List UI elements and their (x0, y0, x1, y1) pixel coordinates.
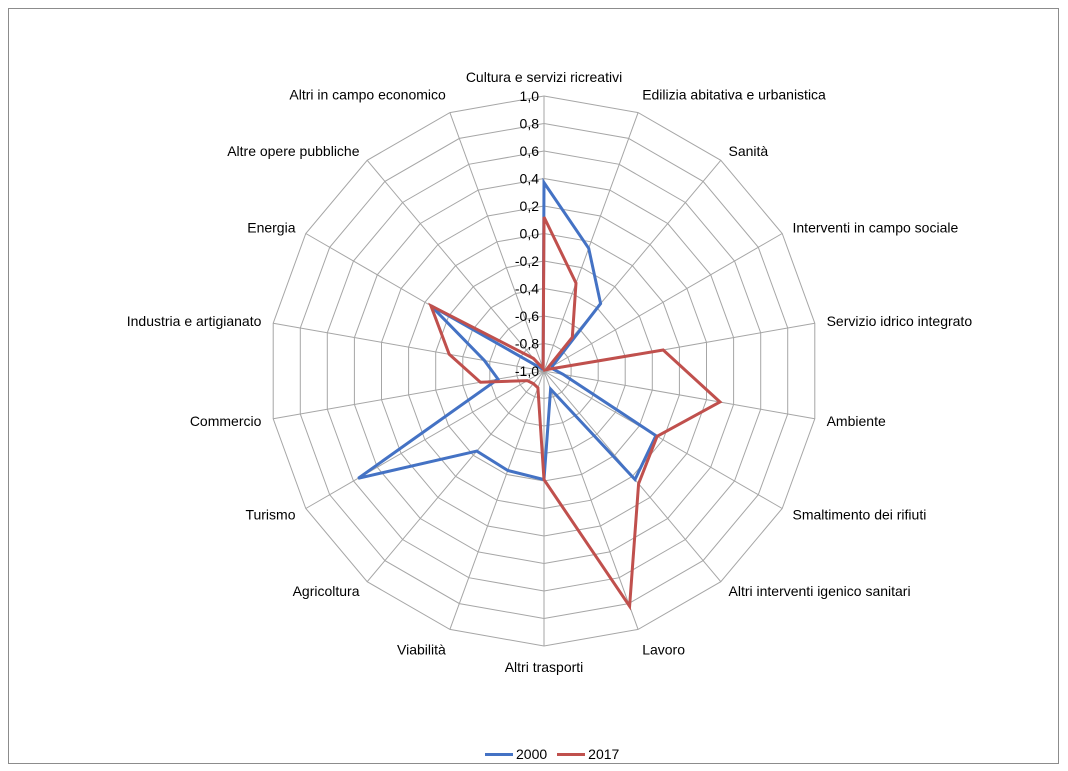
category-label: Edilizia abitativa e urbanistica (642, 86, 826, 102)
tick-label: 0,6 (520, 143, 540, 159)
category-label: Altri in campo economico (289, 86, 446, 102)
tick-label: 1,0 (520, 88, 540, 104)
tick-label: -0,6 (515, 308, 539, 324)
legend-item: 2017 (557, 746, 619, 762)
tick-label: 0,4 (520, 171, 540, 187)
category-label: Ambiente (827, 413, 886, 429)
spoke (305, 370, 545, 509)
category-label: Servizio idrico integrato (827, 313, 973, 329)
spoke (366, 159, 545, 372)
spoke (449, 370, 545, 630)
category-label: Turismo (245, 507, 295, 523)
spoke (543, 370, 815, 420)
spoke (273, 322, 545, 372)
spoke (543, 112, 639, 372)
tick-label: -0,2 (515, 253, 539, 269)
radar-chart: 1,0 0,8 0,6 0,4 0,2 0,0 -0,2 -0,4 -0,6 -0,8 -1,0 C… (127, 69, 973, 675)
legend-swatch (485, 752, 513, 756)
legend: 2000 2017 (485, 746, 629, 762)
spoke (543, 370, 639, 630)
chart-frame: 1,0 0,8 0,6 0,4 0,2 0,0 -0,2 -0,4 -0,6 -0,8 -1,0 C… (8, 8, 1059, 764)
category-label: Altre opere pubbliche (227, 143, 360, 159)
category-label: Interventi in campo sociale (793, 220, 959, 236)
category-label: Agricoltura (293, 583, 360, 599)
spoke (543, 370, 783, 509)
category-label: Industria e artigianato (127, 313, 262, 329)
category-label: Lavoro (642, 642, 685, 658)
spoke (366, 370, 545, 583)
tick-label: -0,4 (515, 281, 539, 297)
category-label: Sanità (729, 143, 769, 159)
radar-series (357, 177, 723, 611)
tick-label: 0,2 (520, 198, 540, 214)
legend-label: 2000 (516, 746, 548, 762)
spoke (449, 112, 545, 372)
tick-label: 0,0 (520, 226, 540, 242)
tick-label: -1,0 (515, 363, 539, 379)
legend-label: 2017 (588, 746, 620, 762)
category-label: Altri interventi igenico sanitari (729, 583, 911, 599)
series-line-2017 (428, 216, 723, 611)
legend-swatch (557, 752, 586, 756)
category-label: Energia (247, 220, 295, 236)
tick-label: 0,8 (520, 116, 540, 132)
category-label: Altri trasporti (505, 659, 584, 675)
category-label: Smaltimento dei rifiuti (793, 507, 927, 523)
category-label: Commercio (190, 413, 262, 429)
category-label: Cultura e servizi ricreativi (466, 69, 622, 85)
radial-tick-labels: 1,0 0,8 0,6 0,4 0,2 0,0 -0,2 -0,4 -0,6 -0,8 -1,0 (515, 88, 539, 379)
category-label: Viabilità (397, 642, 446, 658)
category-labels: Cultura e servizi ricreativi Edilizia abi… (127, 69, 973, 675)
tick-label: -0,8 (515, 336, 539, 352)
legend-item: 2000 (485, 746, 547, 762)
spoke (543, 233, 783, 372)
